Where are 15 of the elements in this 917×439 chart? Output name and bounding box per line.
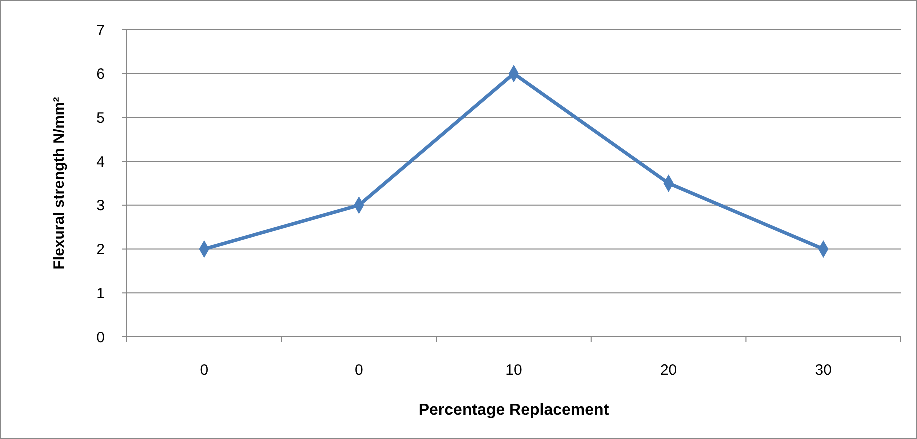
y-tick-label: 0 bbox=[96, 329, 105, 346]
x-axis-title: Percentage Replacement bbox=[418, 402, 610, 419]
y-tick-label: 7 bbox=[96, 22, 105, 40]
y-tick-label: 4 bbox=[96, 154, 105, 171]
x-tick-label: 0 bbox=[355, 362, 364, 379]
y-tick-label: 1 bbox=[96, 285, 105, 302]
x-tick-label: 0 bbox=[200, 362, 209, 379]
y-tick-label: 6 bbox=[96, 66, 105, 84]
y-axis-title: Flexural strength N/mm² bbox=[51, 97, 68, 270]
y-tick-label: 5 bbox=[96, 110, 105, 127]
y-tick-label: 3 bbox=[96, 198, 105, 215]
x-tick-label: 10 bbox=[506, 362, 522, 379]
y-tick-label: 2 bbox=[96, 242, 105, 259]
x-tick-label: 30 bbox=[815, 362, 832, 379]
x-tick-label: 20 bbox=[660, 362, 678, 379]
